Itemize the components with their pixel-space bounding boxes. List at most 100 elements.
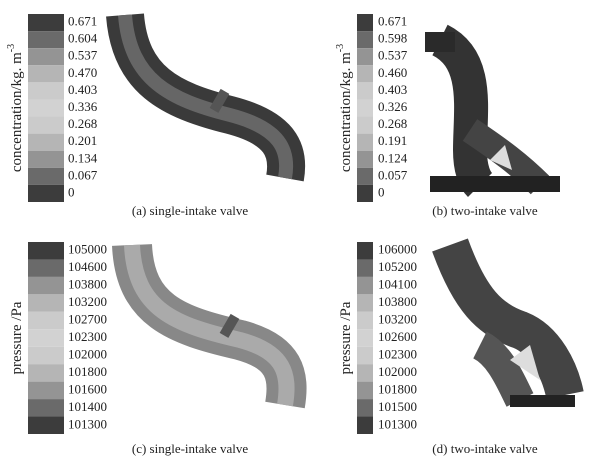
colorbar-block bbox=[357, 48, 373, 65]
axis-label: pressure /Pa bbox=[9, 301, 25, 374]
colorbar-block bbox=[357, 168, 373, 185]
colorbar-block bbox=[357, 259, 373, 276]
axis-label-text: concentration/kg. m bbox=[338, 52, 354, 172]
colorbar-block bbox=[28, 382, 64, 399]
legend-label: 102000 bbox=[378, 364, 417, 379]
legend-label: 102000 bbox=[68, 346, 107, 361]
colorbar-block bbox=[357, 329, 373, 346]
legend-label: 0.470 bbox=[68, 65, 97, 80]
legend-label: 101800 bbox=[68, 364, 107, 379]
legend-label: 0.336 bbox=[68, 99, 98, 114]
colorbar-block bbox=[28, 168, 64, 185]
legend-label: 101800 bbox=[378, 381, 417, 396]
colorbar-block bbox=[357, 65, 373, 82]
legend-label: 102300 bbox=[378, 346, 417, 361]
colorbar-block bbox=[357, 31, 373, 48]
legend-label: 0.268 bbox=[68, 116, 97, 131]
axis-label-sup: -3 bbox=[335, 44, 346, 52]
legend-label: 0.403 bbox=[378, 82, 407, 97]
colorbar-block bbox=[357, 117, 373, 134]
legend-label: 101600 bbox=[68, 381, 107, 396]
colorbar-block bbox=[28, 151, 64, 168]
legend-label: 0 bbox=[378, 184, 385, 199]
colorbar-block bbox=[357, 277, 373, 294]
colorbar-block bbox=[28, 417, 64, 434]
legend-label: 103200 bbox=[68, 294, 107, 309]
legend-label: 0.067 bbox=[68, 167, 98, 182]
colorbar-block bbox=[28, 48, 64, 65]
legend-label: 0 bbox=[68, 184, 75, 199]
legend-label: 0.403 bbox=[68, 82, 97, 97]
legend-label: 0.537 bbox=[378, 48, 408, 63]
colorbar-block bbox=[357, 347, 373, 364]
axis-label: concentration/kg. m-3 bbox=[6, 44, 25, 172]
colorbar-block bbox=[357, 134, 373, 151]
colorbar-block bbox=[357, 294, 373, 311]
figure: 0.671 0.604 0.537 0.470 0.403 0.336 0.268 0.201… bbox=[0, 0, 596, 463]
legend-label: 0.326 bbox=[378, 99, 408, 114]
legend-label: 0.057 bbox=[378, 167, 408, 182]
legend-label: 0.268 bbox=[378, 116, 407, 131]
legend-label: 0.460 bbox=[378, 65, 407, 80]
legend-label: 102700 bbox=[68, 312, 107, 327]
colorbar-block bbox=[28, 294, 64, 311]
legend-label: 0.671 bbox=[68, 14, 97, 29]
caption: (d) two-intake valve bbox=[432, 441, 538, 456]
legend-label: 102600 bbox=[378, 329, 417, 344]
legend-label: 0.124 bbox=[378, 150, 408, 165]
axis-label: pressure /Pa bbox=[338, 301, 354, 374]
colorbar-block bbox=[28, 31, 64, 48]
legend-label: 101300 bbox=[68, 416, 107, 431]
axis-label-text: concentration/kg. m bbox=[9, 52, 25, 172]
colorbar-block bbox=[28, 242, 64, 259]
colorbar-block bbox=[357, 151, 373, 168]
colorbar-block bbox=[357, 312, 373, 329]
legend-label: 0.537 bbox=[68, 48, 98, 63]
axis-label: concentration/kg. m-3 bbox=[335, 44, 354, 172]
colorbar-block bbox=[28, 99, 64, 116]
legend-label: 103200 bbox=[378, 312, 417, 327]
legend-label: 0.191 bbox=[378, 133, 407, 148]
colorbar-block bbox=[28, 259, 64, 276]
colorbar-block bbox=[28, 364, 64, 381]
caption: (b) two-intake valve bbox=[432, 203, 538, 218]
legend-label: 104600 bbox=[68, 259, 107, 274]
colorbar-block bbox=[357, 417, 373, 434]
colorbar-block bbox=[28, 399, 64, 416]
colorbar-block bbox=[357, 364, 373, 381]
caption: (c) single-intake valve bbox=[132, 441, 248, 456]
colorbar-block bbox=[357, 14, 373, 31]
legend-label: 105200 bbox=[378, 259, 417, 274]
pipe-render-a bbox=[125, 15, 286, 178]
colorbar-block bbox=[28, 14, 64, 31]
legend-label: 0.598 bbox=[378, 31, 407, 46]
legend-label: 104100 bbox=[378, 277, 417, 292]
legend-label: 106000 bbox=[378, 242, 417, 257]
legend-label: 105000 bbox=[68, 242, 107, 257]
legend-label: 103800 bbox=[378, 294, 417, 309]
legend-label: 103800 bbox=[68, 277, 107, 292]
legend-label: 0.201 bbox=[68, 133, 97, 148]
colorbar-block bbox=[357, 399, 373, 416]
legend-label: 0.604 bbox=[68, 31, 98, 46]
pipe-render-d bbox=[450, 245, 575, 407]
legend-label: 101300 bbox=[378, 416, 417, 431]
colorbar-block bbox=[357, 99, 373, 116]
colorbar-block bbox=[28, 312, 64, 329]
colorbar-block bbox=[357, 382, 373, 399]
colorbar-block bbox=[28, 117, 64, 134]
colorbar-block bbox=[28, 65, 64, 82]
colorbar-block bbox=[357, 82, 373, 99]
colorbar-block bbox=[357, 242, 373, 259]
pipe-render-b bbox=[425, 32, 560, 192]
colorbar-block bbox=[28, 347, 64, 364]
colorbar-block bbox=[28, 329, 64, 346]
colorbar-block bbox=[28, 134, 64, 151]
legend-label: 0.134 bbox=[68, 150, 98, 165]
axis-label-sup: -3 bbox=[6, 44, 17, 52]
legend-label: 102300 bbox=[68, 329, 107, 344]
colorbar-block bbox=[28, 82, 64, 99]
caption: (a) single-intake valve bbox=[132, 203, 248, 218]
legend-label: 0.671 bbox=[378, 14, 407, 29]
colorbar-block bbox=[28, 277, 64, 294]
